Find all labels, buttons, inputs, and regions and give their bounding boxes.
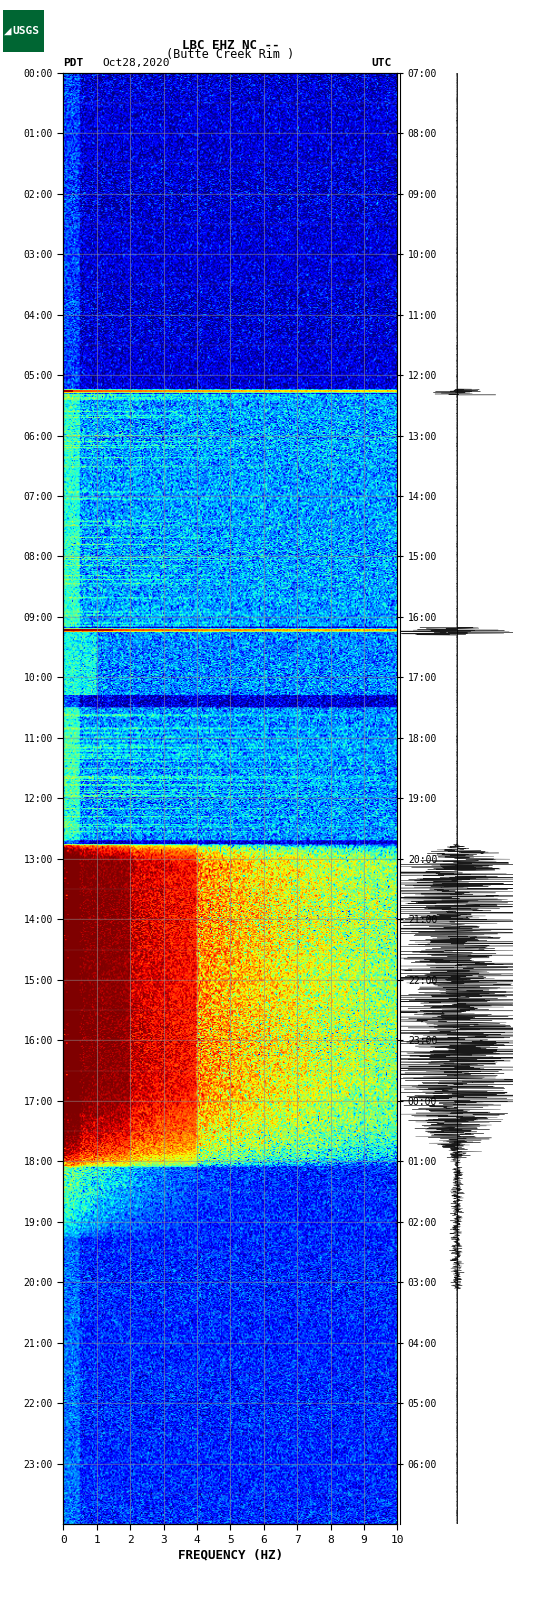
- X-axis label: FREQUENCY (HZ): FREQUENCY (HZ): [178, 1548, 283, 1561]
- Text: LBC EHZ NC --: LBC EHZ NC --: [182, 39, 279, 52]
- Text: (Butte Creek Rim ): (Butte Creek Rim ): [166, 48, 295, 61]
- Text: USGS: USGS: [12, 26, 39, 35]
- Text: PDT: PDT: [63, 58, 84, 68]
- Text: Oct28,2020: Oct28,2020: [102, 58, 169, 68]
- Text: ◢: ◢: [4, 26, 12, 35]
- Text: UTC: UTC: [371, 58, 392, 68]
